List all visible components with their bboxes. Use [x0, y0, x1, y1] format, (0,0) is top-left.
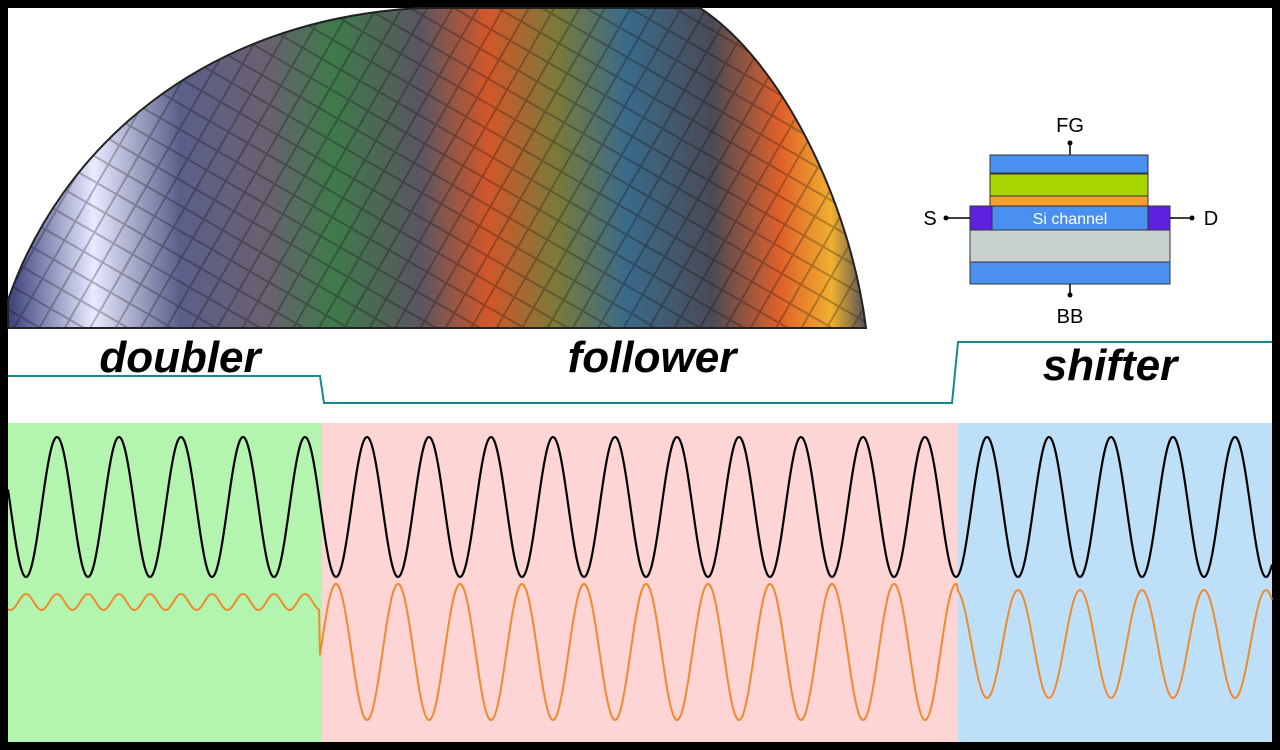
terminal-label: S	[923, 208, 936, 230]
wafer	[7, 7, 868, 329]
control-trace	[8, 341, 1272, 404]
terminal-label: FG	[1056, 115, 1084, 137]
region-label: shifter	[1043, 341, 1180, 390]
channel-label: Si channel	[1033, 211, 1108, 228]
terminal-label: D	[1204, 208, 1218, 230]
region-label: follower	[568, 333, 740, 382]
transistor: FG S D BB Si channel	[923, 115, 1218, 328]
background-regions	[8, 423, 1272, 742]
region-label: doubler	[99, 333, 263, 382]
output-wave	[7, 582, 1273, 722]
input-wave	[6, 435, 1274, 579]
terminal-label: BB	[1057, 306, 1084, 328]
